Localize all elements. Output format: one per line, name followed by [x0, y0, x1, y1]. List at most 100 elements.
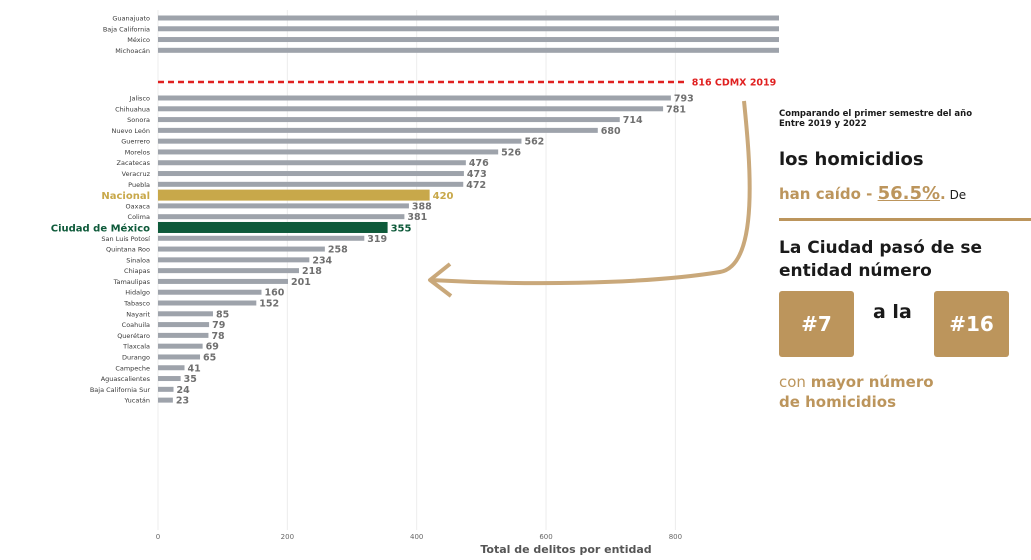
bar-nayarit — [158, 311, 213, 317]
bar-baja-california-sur — [158, 386, 174, 392]
divider — [779, 218, 1031, 221]
bar-michoacan — [158, 47, 779, 53]
category-label: Zacatecas — [117, 159, 151, 167]
value-label: 78 — [211, 331, 225, 342]
category-label: Chiapas — [124, 267, 151, 275]
value-label: 85 — [216, 309, 229, 320]
most-prefix: con — [779, 373, 811, 391]
value-label: 526 — [501, 147, 521, 158]
bar-chihuahua — [158, 106, 664, 112]
value-label: 420 — [433, 191, 454, 202]
category-label: Veracruz — [122, 170, 151, 178]
value-label: 381 — [407, 212, 427, 223]
bar-tabasco — [158, 300, 257, 306]
category-label: Nuevo León — [112, 127, 150, 135]
value-label: 152 — [259, 299, 279, 310]
bar-chiapas — [158, 268, 299, 274]
value-label: 201 — [291, 277, 311, 288]
category-label: Durango — [122, 353, 150, 361]
x-tick-label: 200 — [281, 533, 294, 541]
x-tick-labels: 020040060080010001200 — [156, 533, 682, 541]
bar-durango — [158, 354, 201, 360]
bars — [158, 15, 779, 403]
value-label: 562 — [524, 137, 544, 148]
value-label: 714 — [623, 115, 643, 126]
drop-dot: . — [940, 185, 946, 203]
bar-veracruz — [158, 171, 464, 177]
category-label: Sonora — [127, 116, 150, 124]
bar-jalisco — [158, 95, 671, 101]
drop-prefix: han caído - — [779, 185, 873, 203]
value-label: 23 — [176, 396, 189, 407]
arrow-to-cdmx — [429, 100, 752, 286]
category-label: Colima — [128, 213, 150, 221]
value-label: 319 — [367, 234, 387, 245]
category-label: Hidalgo — [125, 289, 150, 297]
category-label: Tlaxcala — [122, 343, 150, 351]
x-tick-label: 600 — [539, 533, 552, 541]
category-label: Guanajuato — [112, 15, 150, 23]
bar-ciudad-de-mexico — [158, 221, 388, 233]
value-label: 472 — [466, 180, 486, 191]
category-label: Baja California — [103, 25, 150, 33]
bar-quintana-roo — [158, 246, 325, 252]
category-label: Baja California Sur — [90, 386, 150, 394]
value-label: 473 — [467, 169, 487, 180]
value-label: 793 — [674, 94, 694, 105]
x-tick-label: 0 — [156, 533, 160, 541]
category-label: Chihuahua — [115, 105, 150, 113]
compare-line-2: Entre 2019 y 2022 — [779, 119, 867, 129]
category-label: Puebla — [128, 181, 150, 189]
category-labels: Guanajuato Baja California México Michoacán… — [51, 15, 151, 405]
reference-line: 816 CDMX 2019 — [158, 78, 776, 89]
value-label: 35 — [184, 374, 197, 385]
value-label: 234 — [312, 255, 332, 266]
value-label: 41 — [188, 363, 201, 374]
category-label: Yucatán — [123, 397, 150, 405]
category-label: Morelos — [125, 148, 151, 156]
bar-chart: 816 CDMX 2019 Guanajuato Baja California M… — [51, 10, 779, 556]
rank-badge-from: #7 — [779, 291, 854, 357]
category-label: Jalisco — [129, 95, 150, 103]
value-label: 388 — [412, 201, 432, 212]
ranking-line-1: La Ciudad pasó de se — [779, 238, 982, 258]
rank-badge-to: #16 — [934, 291, 1009, 357]
value-label: 160 — [264, 288, 284, 299]
most-bold-1: mayor número — [810, 373, 934, 391]
value-label: 476 — [469, 158, 489, 169]
value-label: 24 — [177, 385, 191, 396]
x-tick-label: 800 — [669, 533, 682, 541]
value-label: 79 — [212, 320, 225, 331]
bar-queretaro — [158, 332, 209, 338]
category-label: Guerrero — [121, 138, 150, 146]
compare-line-1: Comparando el primer semestre del año — [779, 109, 973, 119]
bar-sinaloa — [158, 257, 310, 263]
headline-homicides: los homicidios — [779, 149, 924, 170]
bar-aguascalientes — [158, 376, 181, 382]
drop-percent: 56.5% — [877, 183, 941, 204]
value-label: 218 — [302, 266, 322, 277]
bar-mexico — [158, 37, 779, 43]
bar-tlaxcala — [158, 343, 203, 349]
to-the-label: a la — [873, 301, 912, 323]
bar-puebla — [158, 181, 464, 187]
headline-drop: han caído - 56.5%. De — [779, 183, 966, 204]
category-label: Querétaro — [117, 332, 150, 340]
ranking-text: La Ciudad pasó de se entidad número — [779, 237, 982, 283]
bar-hidalgo — [158, 289, 262, 295]
value-label: 258 — [328, 245, 348, 256]
category-label: Ciudad de México — [51, 222, 150, 234]
ranking-line-2: entidad número — [779, 261, 932, 281]
bar-sonora — [158, 117, 620, 123]
value-label: 680 — [601, 126, 621, 137]
bar-morelos — [158, 149, 499, 155]
category-label: San Luis Potosí — [101, 235, 150, 243]
summary-panel: Comparando el primer semestre del año En… — [779, 106, 1031, 426]
comparison-note: Comparando el primer semestre del año En… — [779, 109, 972, 129]
bar-campeche — [158, 365, 185, 371]
category-label: Quintana Roo — [106, 246, 150, 254]
bar-colima — [158, 214, 405, 220]
bar-baja-california — [158, 26, 779, 32]
bar-oaxaca — [158, 203, 409, 209]
most-bold-2: de homicidios — [779, 393, 897, 411]
